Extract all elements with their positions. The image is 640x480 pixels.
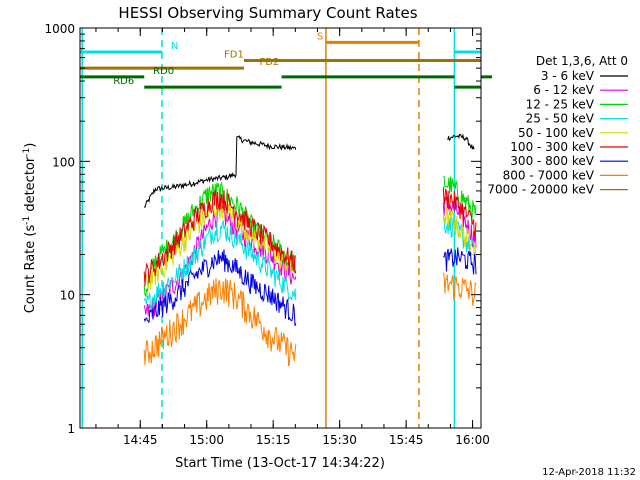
series-line-0-1: [447, 133, 475, 150]
series-line-6-1: [442, 247, 477, 275]
series-line-7-0: [143, 278, 297, 367]
legend-label-5: 100 - 300 keV: [510, 140, 594, 154]
legend-label-4: 50 - 100 keV: [518, 126, 595, 140]
legend-label-3: 25 - 50 keV: [526, 112, 595, 126]
y-tick-label-2: 100: [52, 155, 75, 169]
status-label-rd6: RD6: [113, 76, 134, 87]
y-tick-label-1: 10: [60, 289, 75, 303]
x-axis-label: Start Time (13-Oct-17 14:34:22): [175, 456, 385, 471]
series-line-3-0: [143, 219, 297, 314]
legend-label-2: 12 - 25 keV: [526, 97, 595, 111]
y-axis-label: Count Rate (s-1 detector-1): [22, 143, 38, 314]
chart-title: HESSI Observing Summary Count Rates: [118, 4, 417, 22]
legend-header: Det 1,3,6, Att 0: [536, 54, 628, 68]
x-tick-label-2: 15:15: [256, 433, 291, 447]
axis-ticks: 14:45 15:00 15:15 15:30 15:45 16:00 1 10 100 1000: [44, 22, 489, 447]
status-label-s: S: [317, 31, 323, 42]
annotation-lines: [81, 28, 456, 428]
y-tick-label-3: 1000: [44, 22, 75, 36]
status-label-rd0: RD0: [153, 66, 174, 77]
status-label-n: N: [171, 41, 178, 52]
status-label-fd1: FD1: [224, 50, 244, 61]
legend-label-8: 7000 - 20000 keV: [487, 183, 594, 197]
status-bars: N S FD1 FD2 RD0 RD6: [80, 31, 493, 89]
x-tick-label-5: 16:00: [455, 433, 490, 447]
series-line-5-1: [442, 186, 477, 237]
status-label-fd2: FD2: [259, 57, 279, 68]
series-line-6-0: [143, 249, 297, 327]
y-tick-label-0: 1: [67, 422, 75, 436]
x-tick-label-0: 14:45: [123, 433, 158, 447]
x-tick-label-1: 15:00: [189, 433, 224, 447]
series-line-2-1: [443, 175, 477, 221]
footer-timestamp: 12-Apr-2018 11:32: [542, 467, 636, 478]
legend-label-7: 800 - 7000 keV: [503, 168, 595, 182]
plot-frame: [79, 27, 482, 429]
series-line-0-0: [143, 135, 297, 209]
legend-label-6: 300 - 800 keV: [510, 154, 594, 168]
series-line-5-0: [143, 189, 297, 287]
series-lines: [143, 133, 477, 367]
legend-label-1: 6 - 12 keV: [533, 83, 595, 97]
legend-label-0: 3 - 6 keV: [541, 69, 595, 83]
x-tick-label-4: 15:45: [389, 433, 424, 447]
x-tick-label-3: 15:30: [322, 433, 357, 447]
series-line-7-1: [442, 272, 477, 306]
